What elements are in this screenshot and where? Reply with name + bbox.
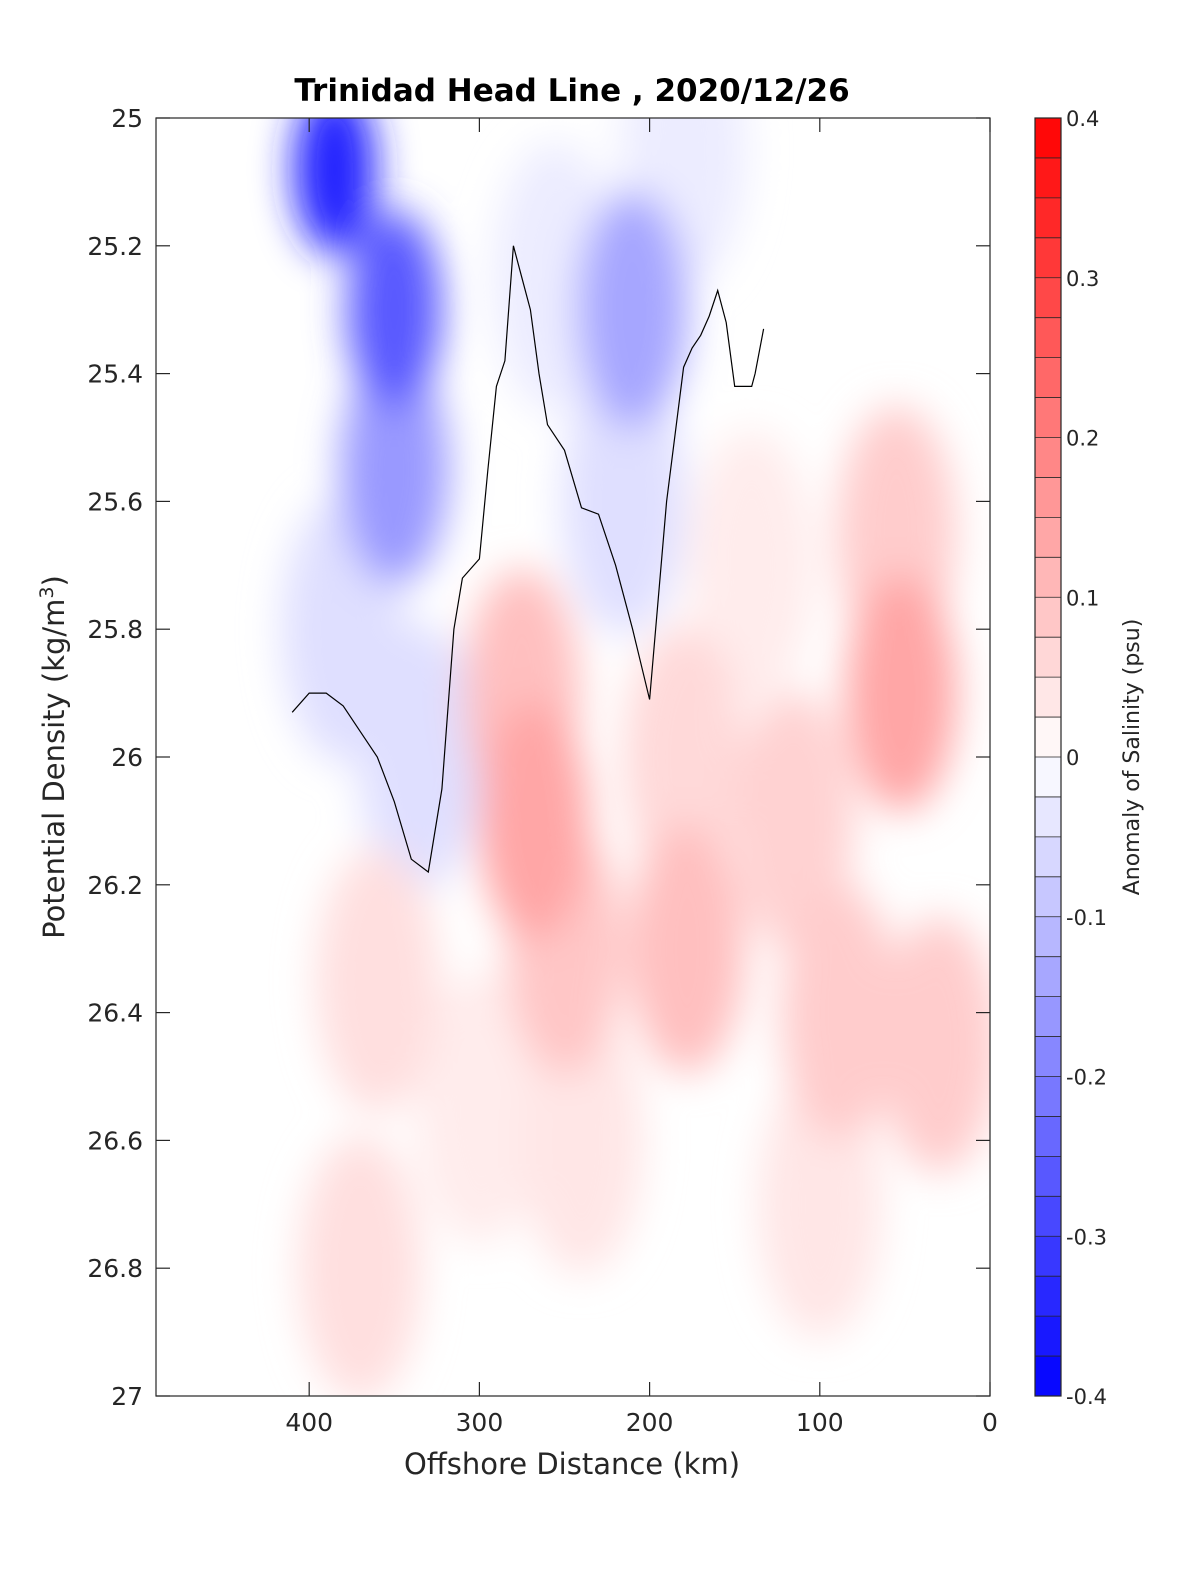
anomaly-patch xyxy=(780,884,900,1141)
colorbar-steps xyxy=(1035,118,1061,1397)
x-tick-labels: 400 300 200 100 0 xyxy=(285,1408,998,1437)
anomaly-patch xyxy=(629,824,745,1074)
anomaly-patch xyxy=(416,972,543,1245)
anomaly-patches xyxy=(281,118,990,1396)
y-tick-label: 25 xyxy=(111,104,143,133)
anomaly-patch xyxy=(519,1006,644,1275)
anomaly-patch xyxy=(478,702,589,940)
colorbar-step xyxy=(1035,876,1061,917)
anomaly-patch xyxy=(846,574,957,812)
colorbar-step xyxy=(1035,1076,1061,1117)
colorbar-step xyxy=(1035,317,1061,358)
colorbar-step xyxy=(1035,796,1061,837)
plot-area xyxy=(155,117,991,1397)
colorbar-step xyxy=(1035,677,1061,718)
colorbar-tick-label: -0.3 xyxy=(1066,1225,1107,1249)
y-tick-label: 26.6 xyxy=(87,1126,143,1155)
colorbar-step xyxy=(1035,397,1061,438)
colorbar-step xyxy=(1035,637,1061,678)
colorbar-step xyxy=(1035,717,1061,757)
colorbar-step xyxy=(1035,477,1061,518)
anomaly-patch xyxy=(347,210,442,409)
colorbar-step xyxy=(1035,836,1061,877)
colorbar-step xyxy=(1035,1156,1061,1197)
colorbar-step xyxy=(1035,1196,1061,1237)
colorbar-ticks: 0.4 0.3 0.2 0.1 0 -0.1 -0.2 -0.3 -0.4 xyxy=(1066,107,1107,1409)
anomaly-patch xyxy=(689,429,815,702)
anomaly-patch xyxy=(315,848,439,1114)
chart-title: Trinidad Head Line , 2020/12/26 xyxy=(294,73,849,109)
colorbar-step xyxy=(1035,157,1061,198)
colorbar-tick-label: -0.1 xyxy=(1066,906,1107,930)
colorbar-step xyxy=(1035,118,1061,158)
colorbar-step xyxy=(1035,237,1061,278)
y-tick-label: 25.4 xyxy=(87,360,143,389)
colorbar-step xyxy=(1035,1116,1061,1157)
anomaly-patch xyxy=(298,1135,422,1396)
colorbar-step xyxy=(1035,277,1061,318)
anomaly-field xyxy=(281,118,990,1396)
anomaly-patch xyxy=(358,624,482,890)
colorbar-label: Anomaly of Salinity (psu) xyxy=(1120,619,1145,896)
y-tick-labels: 25 25.2 25.4 25.6 25.8 26 26.2 26.4 26.6 26.8 27 xyxy=(87,104,143,1411)
colorbar-step xyxy=(1035,1276,1061,1317)
colorbar: 0.4 0.3 0.2 0.1 0 -0.1 -0.2 -0.3 -0.4 Anomaly of… xyxy=(1034,107,1145,1409)
y-tick-label: 26.4 xyxy=(87,999,143,1028)
colorbar-step xyxy=(1035,357,1061,398)
colorbar-step xyxy=(1035,996,1061,1037)
x-tick-label: 200 xyxy=(626,1408,674,1437)
y-tick-label: 25.2 xyxy=(87,232,143,261)
anomaly-patch xyxy=(577,191,688,428)
colorbar-step xyxy=(1035,437,1061,478)
colorbar-tick-label: -0.2 xyxy=(1066,1066,1107,1090)
colorbar-step xyxy=(1035,197,1061,238)
y-tick-label: 25.8 xyxy=(87,615,143,644)
colorbar-tick-label: 0.2 xyxy=(1066,427,1099,451)
plot-frame xyxy=(155,117,991,1397)
colorbar-step xyxy=(1035,597,1061,638)
colorbar-step xyxy=(1035,956,1061,997)
zero-contour-line xyxy=(291,245,765,874)
colorbar-step xyxy=(1035,517,1061,558)
colorbar-tick-label: -0.4 xyxy=(1066,1385,1107,1409)
y-axis-label-end: ) xyxy=(37,575,71,586)
colorbar-step xyxy=(1035,557,1061,598)
colorbar-tick-label: 0.4 xyxy=(1066,107,1099,131)
y-axis-label-main: Potential Density (kg/m xyxy=(37,599,71,939)
colorbar-tick-label: 0.1 xyxy=(1066,586,1099,610)
colorbar-step xyxy=(1035,916,1061,957)
x-tick-label: 300 xyxy=(456,1408,504,1437)
colorbar-step xyxy=(1035,757,1061,797)
y-tick-label: 26.8 xyxy=(87,1254,143,1283)
colorbar-step xyxy=(1035,1236,1061,1277)
y-tick-label: 27 xyxy=(111,1382,143,1411)
colorbar-tick-label: 0.3 xyxy=(1066,267,1099,291)
colorbar-frame xyxy=(1034,117,1062,1397)
anomaly-patch xyxy=(879,916,990,1173)
x-tick-label: 100 xyxy=(796,1408,844,1437)
y-tick-label: 26.2 xyxy=(87,871,143,900)
x-axis-label: Offshore Distance (km) xyxy=(404,1447,740,1481)
colorbar-tick-label: 0 xyxy=(1066,746,1079,770)
anomaly-patch xyxy=(623,626,745,888)
y-axis-label-superscript: 3 xyxy=(36,586,58,598)
y-axis-label: Potential Density (kg/m3) xyxy=(36,575,71,939)
colorbar-step xyxy=(1035,1036,1061,1077)
anomaly-patch xyxy=(734,691,855,951)
y-tick-label: 26 xyxy=(111,743,143,772)
anomaly-patch xyxy=(562,368,686,634)
colorbar-step xyxy=(1035,1316,1061,1357)
y-tick-label: 25.6 xyxy=(87,487,143,516)
x-tick-label: 0 xyxy=(982,1408,998,1437)
anomaly-patch xyxy=(293,118,376,254)
colorbar-step xyxy=(1035,1356,1061,1396)
anomaly-patch xyxy=(340,354,449,585)
x-tick-label: 400 xyxy=(285,1408,333,1437)
